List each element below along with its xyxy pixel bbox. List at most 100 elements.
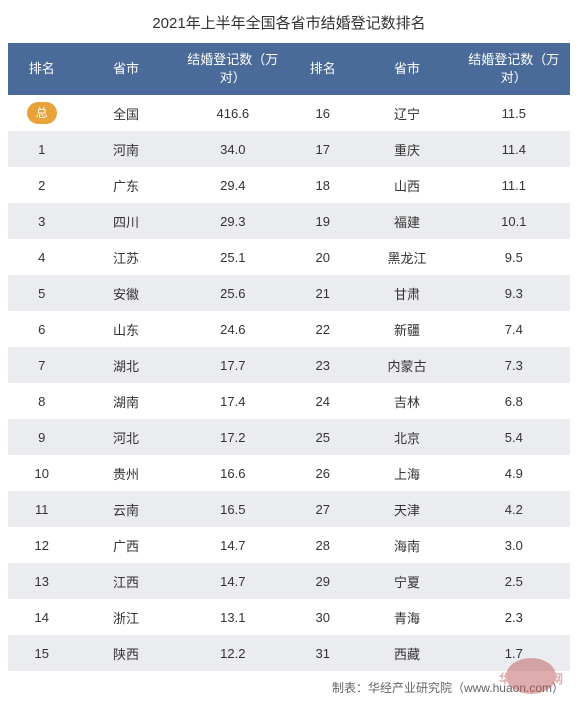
cell-left-province: 广西	[75, 527, 176, 563]
cell-r0-rank: 16	[289, 95, 356, 131]
cell-left-province: 浙江	[75, 599, 176, 635]
cell-left-province: 陕西	[75, 635, 176, 671]
cell-left-rank: 13	[8, 563, 75, 599]
cell-left-province: 湖南	[75, 383, 176, 419]
header-rank-2: 排名	[289, 43, 356, 95]
cell-right-province: 西藏	[356, 635, 457, 671]
cell-right-province: 上海	[356, 455, 457, 491]
cell-right-rank: 30	[289, 599, 356, 635]
cell-left-value: 13.1	[177, 599, 289, 635]
header-province-2: 省市	[356, 43, 457, 95]
table-row: 14浙江13.130青海2.3	[8, 599, 570, 635]
cell-left-rank: 1	[8, 131, 75, 167]
table-row: 11云南16.527天津4.2	[8, 491, 570, 527]
cell-left-rank: 8	[8, 383, 75, 419]
cell-right-province: 新疆	[356, 311, 457, 347]
cell-right-rank: 18	[289, 167, 356, 203]
cell-right-rank: 25	[289, 419, 356, 455]
cell-left-province: 河南	[75, 131, 176, 167]
table-row: 9河北17.225北京5.4	[8, 419, 570, 455]
ranking-table: 排名 省市 结婚登记数（万对） 排名 省市 结婚登记数（万对） 总全国416.6…	[8, 43, 570, 671]
cell-total-province: 全国	[75, 95, 176, 131]
cell-left-rank: 3	[8, 203, 75, 239]
cell-left-value: 14.7	[177, 527, 289, 563]
header-rank-1: 排名	[8, 43, 75, 95]
header-value-1: 结婚登记数（万对）	[177, 43, 289, 95]
cell-right-value: 1.7	[458, 635, 570, 671]
cell-left-rank: 11	[8, 491, 75, 527]
table-row: 12广西14.728海南3.0	[8, 527, 570, 563]
cell-left-value: 17.4	[177, 383, 289, 419]
cell-right-province: 重庆	[356, 131, 457, 167]
cell-left-rank: 5	[8, 275, 75, 311]
cell-left-value: 17.2	[177, 419, 289, 455]
total-badge: 总	[27, 102, 57, 124]
cell-left-value: 12.2	[177, 635, 289, 671]
cell-left-value: 25.1	[177, 239, 289, 275]
cell-left-province: 河北	[75, 419, 176, 455]
cell-right-province: 北京	[356, 419, 457, 455]
table-row: 10贵州16.626上海4.9	[8, 455, 570, 491]
cell-left-rank: 7	[8, 347, 75, 383]
cell-left-province: 广东	[75, 167, 176, 203]
cell-left-province: 江苏	[75, 239, 176, 275]
cell-r0-province: 辽宁	[356, 95, 457, 131]
cell-right-rank: 24	[289, 383, 356, 419]
cell-total-badge: 总	[8, 95, 75, 131]
cell-left-province: 安徽	[75, 275, 176, 311]
cell-r0-value: 11.5	[458, 95, 570, 131]
cell-left-province: 四川	[75, 203, 176, 239]
cell-right-rank: 20	[289, 239, 356, 275]
cell-right-province: 宁夏	[356, 563, 457, 599]
cell-right-province: 山西	[356, 167, 457, 203]
cell-right-value: 11.1	[458, 167, 570, 203]
cell-right-rank: 23	[289, 347, 356, 383]
cell-right-value: 9.3	[458, 275, 570, 311]
cell-left-value: 24.6	[177, 311, 289, 347]
cell-left-value: 25.6	[177, 275, 289, 311]
table-row: 5安徽25.621甘肃9.3	[8, 275, 570, 311]
cell-right-value: 2.5	[458, 563, 570, 599]
cell-right-value: 4.9	[458, 455, 570, 491]
cell-right-rank: 17	[289, 131, 356, 167]
cell-left-province: 湖北	[75, 347, 176, 383]
header-province-1: 省市	[75, 43, 176, 95]
cell-right-rank: 31	[289, 635, 356, 671]
cell-right-value: 4.2	[458, 491, 570, 527]
cell-left-province: 山东	[75, 311, 176, 347]
cell-left-value: 14.7	[177, 563, 289, 599]
cell-left-value: 29.4	[177, 167, 289, 203]
cell-left-rank: 6	[8, 311, 75, 347]
cell-right-value: 9.5	[458, 239, 570, 275]
cell-left-rank: 2	[8, 167, 75, 203]
footer-credit: 制表：华经产业研究院（www.huaon.com）	[0, 671, 578, 696]
cell-right-rank: 22	[289, 311, 356, 347]
cell-left-rank: 15	[8, 635, 75, 671]
table-row: 13江西14.729宁夏2.5	[8, 563, 570, 599]
cell-right-province: 内蒙古	[356, 347, 457, 383]
table-row: 1河南34.017重庆11.4	[8, 131, 570, 167]
cell-left-value: 17.7	[177, 347, 289, 383]
table-row: 15陕西12.231西藏1.7	[8, 635, 570, 671]
cell-right-value: 7.4	[458, 311, 570, 347]
cell-left-value: 34.0	[177, 131, 289, 167]
table-row: 4江苏25.120黑龙江9.5	[8, 239, 570, 275]
table-row: 6山东24.622新疆7.4	[8, 311, 570, 347]
cell-left-rank: 14	[8, 599, 75, 635]
cell-right-rank: 19	[289, 203, 356, 239]
cell-right-province: 福建	[356, 203, 457, 239]
cell-right-value: 3.0	[458, 527, 570, 563]
cell-total-value: 416.6	[177, 95, 289, 131]
cell-right-value: 2.3	[458, 599, 570, 635]
cell-left-province: 云南	[75, 491, 176, 527]
table-row: 3四川29.319福建10.1	[8, 203, 570, 239]
table-row: 7湖北17.723内蒙古7.3	[8, 347, 570, 383]
cell-right-province: 甘肃	[356, 275, 457, 311]
cell-left-province: 贵州	[75, 455, 176, 491]
cell-right-province: 吉林	[356, 383, 457, 419]
cell-right-value: 10.1	[458, 203, 570, 239]
table-row: 2广东29.418山西11.1	[8, 167, 570, 203]
cell-right-rank: 27	[289, 491, 356, 527]
cell-right-rank: 21	[289, 275, 356, 311]
cell-right-province: 黑龙江	[356, 239, 457, 275]
